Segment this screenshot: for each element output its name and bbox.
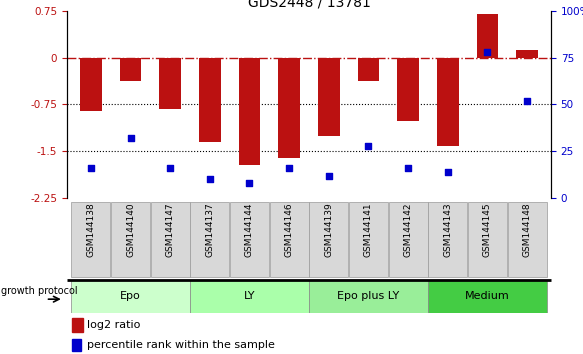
Text: GSM144147: GSM144147: [166, 202, 175, 257]
Point: [205, 177, 215, 182]
Point: [403, 165, 413, 171]
Text: log2 ratio: log2 ratio: [87, 320, 141, 330]
Bar: [71, 280, 190, 313]
Bar: [199, 57, 221, 142]
Bar: [71, 201, 110, 277]
Text: GSM144144: GSM144144: [245, 202, 254, 257]
Bar: [120, 57, 142, 81]
Bar: [437, 57, 459, 146]
Bar: [80, 57, 102, 111]
Bar: [159, 57, 181, 109]
Text: GSM144142: GSM144142: [403, 202, 413, 257]
Text: GSM144138: GSM144138: [86, 202, 96, 257]
Point: [443, 169, 452, 175]
Bar: [111, 201, 150, 277]
Bar: [357, 57, 380, 81]
Bar: [516, 50, 538, 57]
Bar: [230, 201, 269, 277]
Bar: [397, 57, 419, 121]
Point: [522, 98, 532, 103]
Text: GSM144148: GSM144148: [522, 202, 532, 257]
Bar: [72, 318, 83, 332]
Text: GSM144139: GSM144139: [324, 202, 333, 257]
Text: GSM144146: GSM144146: [285, 202, 294, 257]
Bar: [318, 57, 340, 136]
Bar: [349, 201, 388, 277]
Bar: [151, 201, 189, 277]
Point: [483, 49, 492, 55]
Bar: [309, 280, 428, 313]
Title: GDS2448 / 13781: GDS2448 / 13781: [248, 0, 370, 10]
Point: [324, 173, 333, 178]
Bar: [389, 201, 427, 277]
Bar: [278, 57, 300, 158]
Text: GSM144141: GSM144141: [364, 202, 373, 257]
Bar: [468, 201, 507, 277]
Bar: [428, 280, 547, 313]
Bar: [191, 201, 229, 277]
Bar: [476, 14, 498, 57]
Bar: [310, 201, 348, 277]
Point: [166, 165, 175, 171]
Text: LY: LY: [244, 291, 255, 302]
Text: GSM144145: GSM144145: [483, 202, 492, 257]
Bar: [190, 280, 309, 313]
Point: [245, 181, 254, 186]
Bar: [238, 57, 261, 165]
Text: Epo: Epo: [120, 291, 141, 302]
Point: [86, 165, 96, 171]
Point: [285, 165, 294, 171]
Text: GSM144140: GSM144140: [126, 202, 135, 257]
Text: growth protocol: growth protocol: [1, 286, 78, 296]
Point: [364, 143, 373, 149]
Bar: [72, 339, 80, 351]
Point: [126, 135, 135, 141]
Bar: [429, 201, 467, 277]
Bar: [270, 201, 308, 277]
Text: percentile rank within the sample: percentile rank within the sample: [87, 340, 275, 350]
Text: Medium: Medium: [465, 291, 510, 302]
Bar: [508, 201, 547, 277]
Text: GSM144137: GSM144137: [205, 202, 215, 257]
Text: GSM144143: GSM144143: [443, 202, 452, 257]
Text: Epo plus LY: Epo plus LY: [338, 291, 399, 302]
